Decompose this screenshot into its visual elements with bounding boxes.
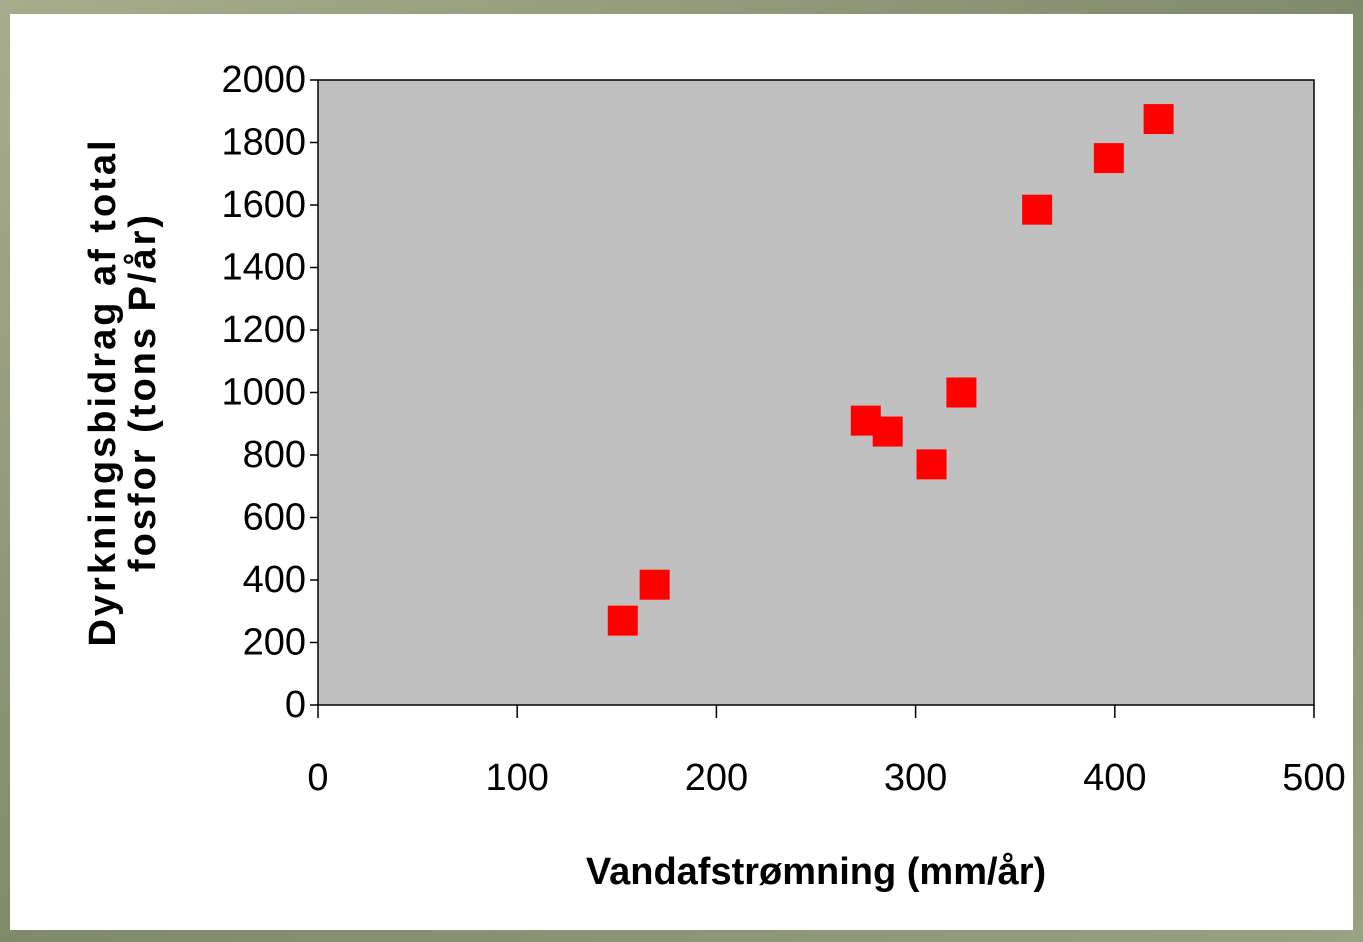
y-tick-label: 800 <box>243 434 306 476</box>
y-tick-label: 200 <box>243 622 306 664</box>
x-tick-label: 0 <box>307 757 328 799</box>
y-tick-label: 600 <box>243 497 306 539</box>
x-tick-label: 500 <box>1282 757 1345 799</box>
y-tick-label: 0 <box>285 684 306 726</box>
y-tick-label: 1600 <box>221 184 306 226</box>
y-axis-title: Dyrkningsbidrag af total <box>82 137 124 646</box>
y-tick-label: 1400 <box>221 247 306 289</box>
point <box>872 416 903 447</box>
point <box>916 449 947 480</box>
y-tick-label: 2000 <box>221 59 306 101</box>
point <box>946 377 977 408</box>
y-tick-label: 1200 <box>221 309 306 351</box>
y-tick-label: 400 <box>243 559 306 601</box>
plot-area <box>317 79 1315 706</box>
point <box>1022 194 1053 225</box>
point <box>607 605 638 636</box>
x-tick-label: 400 <box>1083 757 1146 799</box>
x-tick-label: 200 <box>685 757 748 799</box>
point <box>1143 104 1174 135</box>
x-tick-label: 100 <box>485 757 548 799</box>
y-axis-title: fosfor (tons P/år) <box>122 212 164 572</box>
x-axis-title: Vandafstrømning (mm/år) <box>586 851 1046 893</box>
y-tick-label: 1000 <box>221 372 306 414</box>
x-tick-label: 300 <box>884 757 947 799</box>
y-tick-label: 1800 <box>221 122 306 164</box>
point <box>1093 143 1124 174</box>
point <box>639 569 670 600</box>
